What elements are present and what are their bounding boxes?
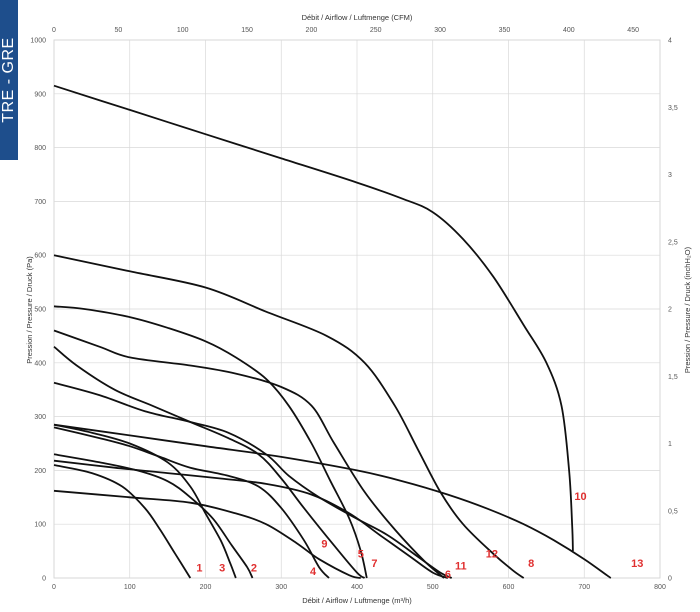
y-left-tick-label: 500: [34, 307, 46, 314]
x-bottom-tick-label: 200: [200, 584, 212, 591]
curve-label-4: 4: [310, 566, 317, 578]
x-top-tick-label: 0: [52, 27, 56, 34]
x-bottom-tick-label: 400: [351, 584, 363, 591]
x-top-tick-label: 450: [627, 27, 639, 34]
y-left-tick-label: 1000: [30, 38, 46, 45]
curve-label-1: 1: [196, 563, 202, 575]
y-right-tick-label: 1: [668, 441, 672, 448]
y-left-tick-label: 800: [34, 145, 46, 152]
y-right-tick-label: 3,5: [668, 105, 678, 112]
x-bottom-tick-label: 600: [503, 584, 515, 591]
x-top-tick-label: 300: [434, 27, 446, 34]
x-bottom-tick-label: 800: [654, 584, 666, 591]
y-left-tick-label: 600: [34, 253, 46, 260]
curve-label-3: 3: [219, 563, 225, 575]
curve-4: [53, 426, 330, 579]
y-right-tick-label: 3: [668, 172, 672, 179]
y-left-tick-label: 400: [34, 360, 46, 367]
x-top-tick-label: 200: [306, 27, 318, 34]
y-left-tick-label: 200: [34, 468, 46, 475]
y-right-tick-label: 0,5: [668, 508, 678, 515]
y-left-tick-label: 100: [34, 522, 46, 529]
y-axis-left-title: Pression / Pressure / Druck (Pa): [25, 256, 34, 364]
y-right-tick-label: 2,5: [668, 239, 678, 246]
y-right-tick-label: 1,5: [668, 374, 678, 381]
curve-13: [53, 423, 612, 579]
curve-label-11: 11: [455, 560, 467, 572]
x-bottom-tick-label: 100: [124, 584, 136, 591]
x-top-tick-label: 100: [177, 27, 189, 34]
curve-7: [53, 305, 368, 579]
curve-10: [53, 84, 574, 552]
x-top-tick-label: 50: [114, 27, 122, 34]
curve-12: [53, 381, 453, 579]
curve-9: [53, 489, 361, 579]
curve-label-5: 5: [358, 549, 364, 561]
y-right-tick-label: 0: [668, 576, 672, 583]
curve-label-13: 13: [631, 558, 643, 570]
curve-label-7: 7: [371, 558, 377, 570]
curve-2: [53, 453, 254, 579]
x-bottom-tick-label: 0: [52, 584, 56, 591]
curve-6: [53, 459, 449, 579]
curve-11: [53, 329, 445, 579]
curve-label-10: 10: [574, 491, 586, 503]
curve-8: [53, 254, 525, 579]
curve-3: [53, 423, 237, 579]
y-left-tick-label: 0: [42, 576, 46, 583]
y-left-tick-label: 300: [34, 414, 46, 421]
x-top-tick-label: 350: [499, 27, 511, 34]
y-left-tick-label: 900: [34, 91, 46, 98]
x-axis-top-title: Débit / Airflow / Luftmenge (CFM): [302, 13, 413, 22]
curve-label-2: 2: [251, 563, 257, 575]
x-bottom-tick-label: 700: [578, 584, 590, 591]
curve-1: [53, 464, 192, 579]
curve-label-12: 12: [486, 549, 498, 561]
x-top-tick-label: 400: [563, 27, 575, 34]
x-bottom-tick-label: 500: [427, 584, 439, 591]
curve-5: [53, 346, 366, 579]
x-bottom-tick-label: 300: [275, 584, 287, 591]
x-top-tick-label: 150: [241, 27, 253, 34]
y-left-tick-label: 700: [34, 199, 46, 206]
side-tab: TRE - GRE: [0, 0, 18, 160]
curve-label-9: 9: [321, 538, 327, 550]
curve-label-8: 8: [528, 558, 534, 570]
x-axis-bottom-title: Débit / Airflow / Luftmenge (m³/h): [302, 596, 412, 605]
y-axis-right-title: Pression / Pressure / Druck (inchH₂O): [683, 246, 692, 373]
y-right-tick-label: 4: [668, 38, 672, 45]
grid: [53, 39, 661, 579]
x-top-tick-label: 250: [370, 27, 382, 34]
y-right-tick-label: 2: [668, 307, 672, 314]
curves: [53, 84, 612, 579]
curve-label-6: 6: [445, 569, 451, 581]
